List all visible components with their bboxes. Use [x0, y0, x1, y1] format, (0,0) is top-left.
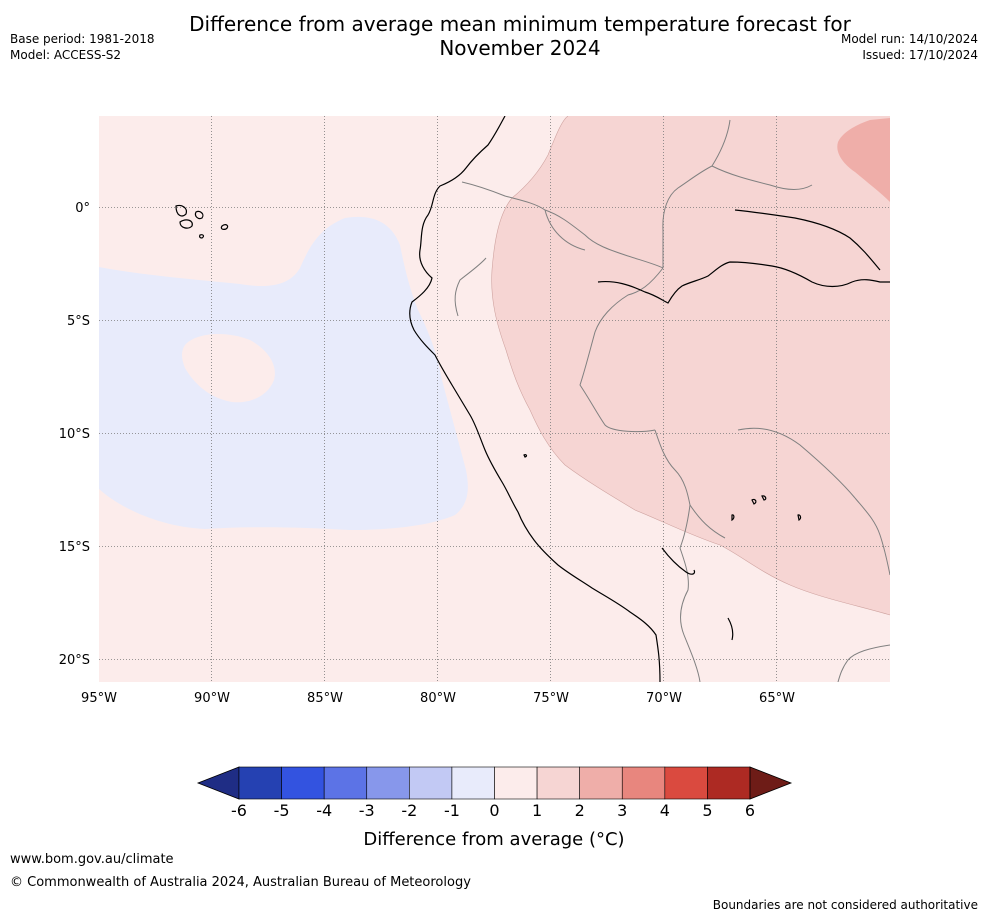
lon-tick-70w: 70°W: [646, 691, 682, 706]
map-area: [99, 116, 890, 682]
colorbar-tick-label: -5: [274, 801, 290, 820]
anomaly-2-3-region: [837, 118, 890, 202]
chart-title: Difference from average mean minimum tem…: [120, 12, 920, 60]
colorbar-extend-high: [749, 766, 793, 800]
coastline: [175, 116, 890, 682]
colorbar-tick-label: 3: [617, 801, 627, 820]
lon-tick-75w: 75°W: [533, 691, 569, 706]
colorbar-tick-label: -1: [444, 801, 460, 820]
lon-tick-90w: 90°W: [194, 691, 230, 706]
colorbar-title: Difference from average (°C): [363, 829, 624, 850]
footer-note: Boundaries are not considered authoritat…: [712, 898, 978, 912]
lon-tick-95w: 95°W: [81, 691, 117, 706]
anomaly-0-1-bubble: [182, 333, 275, 403]
lat-tick-20s: 20°S: [59, 653, 90, 668]
lon-tick-65w: 65°W: [759, 691, 795, 706]
colorbar: [196, 766, 793, 800]
colorbar-extend-low: [196, 766, 240, 800]
lon-tick-labels: 95°W 90°W 85°W 80°W 75°W 70°W 65°W: [81, 691, 795, 706]
footer-url: www.bom.gov.au/climate: [10, 852, 174, 867]
model-name: Model: ACCESS-S2: [10, 48, 122, 62]
title-line-2: November 2024: [439, 36, 601, 60]
anomaly-neg1-0-region: [99, 216, 468, 531]
lat-tick-15s: 15°S: [59, 540, 90, 555]
colorbar-tick-label: -6: [231, 801, 247, 820]
colorbar-segment: [281, 766, 325, 800]
colorbar-segment: [323, 766, 368, 800]
lat-tick-10s: 10°S: [59, 427, 90, 442]
colorbar-tick-label: 0: [489, 801, 499, 820]
colorbar-segment: [451, 766, 495, 800]
meta-left: Base period: 1981-2018 Model: ACCESS-S2: [10, 31, 155, 63]
colorbar-labels: -6 -5 -4 -3 -2 -1 0 1 2 3 4 5 6: [231, 801, 755, 820]
footer-copyright: © Commonwealth of Australia 2024, Austra…: [10, 875, 471, 890]
colorbar-tick-label: 1: [532, 801, 542, 820]
colorbar-tick-label: -4: [316, 801, 332, 820]
colorbar-segment: [707, 766, 751, 800]
base-period: Base period: 1981-2018: [10, 32, 155, 46]
colorbar-tick-label: 4: [660, 801, 670, 820]
colorbar-tick-label: -2: [401, 801, 417, 820]
colorbar-tick-label: 6: [745, 801, 755, 820]
model-run: Model run: 14/10/2024: [840, 32, 978, 46]
colorbar-segment: [579, 766, 623, 800]
gridlines: [99, 116, 890, 682]
colorbar-segment: [238, 766, 282, 800]
colorbar-segment: [621, 766, 666, 800]
title-line-1: Difference from average mean minimum tem…: [189, 12, 851, 36]
colorbar-segment: [366, 766, 410, 800]
colorbar-segment: [536, 766, 580, 800]
colorbar-tick-label: -3: [359, 801, 375, 820]
issued-date: Issued: 17/10/2024: [862, 48, 978, 62]
country-borders: [454, 119, 890, 682]
colorbar-tick-label: 2: [575, 801, 585, 820]
colorbar-segment: [664, 766, 708, 800]
colorbar-segment: [494, 766, 538, 800]
lat-tick-0: 0°: [75, 201, 90, 216]
colorbar-segment: [409, 766, 453, 800]
lat-tick-5s: 5°S: [67, 314, 90, 329]
lon-tick-85w: 85°W: [307, 691, 343, 706]
lon-tick-80w: 80°W: [420, 691, 456, 706]
colorbar-tick-label: 5: [702, 801, 712, 820]
meta-right: Model run: 14/10/2024 Issued: 17/10/2024: [841, 31, 978, 63]
lat-tick-labels: 0° 5°S 10°S 15°S 20°S: [59, 201, 90, 668]
